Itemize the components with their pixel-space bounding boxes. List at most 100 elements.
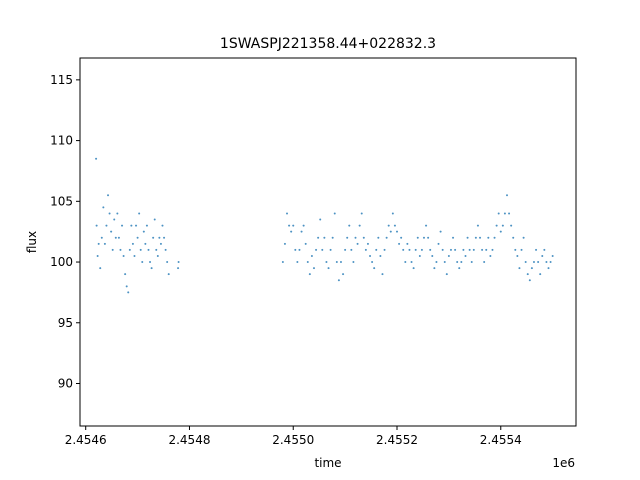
data-point <box>501 224 504 227</box>
data-point <box>431 254 434 257</box>
x-tick-label: 2.4552 <box>376 433 418 447</box>
data-point <box>508 212 511 215</box>
data-point <box>325 261 328 264</box>
data-point <box>306 261 309 264</box>
data-point <box>487 236 490 239</box>
data-point <box>163 236 166 239</box>
data-point <box>348 224 351 227</box>
data-point <box>100 236 103 239</box>
data-point <box>520 248 523 251</box>
data-point <box>103 242 106 245</box>
data-point <box>530 267 533 270</box>
data-point <box>532 261 535 264</box>
data-point <box>177 261 180 264</box>
data-point <box>281 261 284 264</box>
data-point <box>107 194 110 197</box>
data-point <box>437 242 440 245</box>
x-tick-label: 2.4554 <box>480 433 522 447</box>
data-point <box>119 248 122 251</box>
data-point <box>319 218 322 221</box>
data-point <box>294 248 297 251</box>
data-point <box>387 224 390 227</box>
data-point <box>135 224 138 227</box>
data-point <box>425 224 428 227</box>
data-point <box>298 248 301 251</box>
y-tick-label: 115 <box>50 73 73 87</box>
data-point <box>95 224 98 227</box>
data-point <box>495 224 498 227</box>
data-point <box>102 206 105 209</box>
data-point <box>96 254 99 257</box>
data-point <box>547 267 550 270</box>
data-point <box>514 248 517 251</box>
data-point <box>512 236 515 239</box>
data-point <box>491 248 494 251</box>
data-point <box>312 267 315 270</box>
data-point <box>158 236 161 239</box>
data-point <box>113 218 116 221</box>
data-point <box>159 242 162 245</box>
data-point <box>136 236 139 239</box>
data-point <box>317 236 320 239</box>
data-point <box>124 273 127 276</box>
data-point <box>310 254 313 257</box>
y-tick-label: 100 <box>50 255 73 269</box>
data-point <box>300 230 303 233</box>
data-point <box>537 261 540 264</box>
data-point <box>145 224 148 227</box>
data-point <box>427 236 430 239</box>
data-point <box>499 230 502 233</box>
data-point <box>472 248 475 251</box>
data-point <box>443 261 446 264</box>
data-point <box>541 254 544 257</box>
data-point <box>404 261 407 264</box>
data-point <box>327 267 330 270</box>
data-point <box>323 236 326 239</box>
data-point <box>321 248 324 251</box>
data-point <box>337 279 340 282</box>
y-axis-label: flux <box>25 231 39 253</box>
data-point <box>493 236 496 239</box>
data-point <box>418 254 421 257</box>
data-point <box>346 236 349 239</box>
data-point <box>485 248 488 251</box>
data-point <box>360 212 363 215</box>
y-tick-label: 95 <box>58 316 73 330</box>
data-point <box>108 212 111 215</box>
data-point <box>385 236 388 239</box>
data-point <box>342 273 345 276</box>
data-point <box>479 236 482 239</box>
data-point <box>524 261 527 264</box>
data-point <box>141 261 144 264</box>
data-point <box>362 236 365 239</box>
data-point <box>153 218 156 221</box>
data-point <box>352 261 355 264</box>
data-point <box>373 267 376 270</box>
data-point <box>344 248 347 251</box>
data-point <box>114 236 117 239</box>
data-point <box>447 254 450 257</box>
y-tick-label: 105 <box>50 194 73 208</box>
data-point <box>133 254 136 257</box>
data-point <box>398 242 401 245</box>
data-point <box>483 261 486 264</box>
data-point <box>433 267 436 270</box>
data-point <box>454 248 457 251</box>
data-point <box>366 242 369 245</box>
data-point <box>138 212 141 215</box>
data-points <box>95 157 554 294</box>
data-point <box>288 224 291 227</box>
data-point <box>528 279 531 282</box>
data-point <box>331 236 334 239</box>
data-point <box>389 230 392 233</box>
data-point <box>121 224 124 227</box>
data-point <box>329 248 332 251</box>
data-point <box>381 273 384 276</box>
x-tick-label: 2.4550 <box>272 433 314 447</box>
data-point <box>422 236 425 239</box>
data-point <box>458 267 461 270</box>
data-point <box>111 248 114 251</box>
data-point <box>396 230 398 233</box>
data-point <box>304 242 307 245</box>
